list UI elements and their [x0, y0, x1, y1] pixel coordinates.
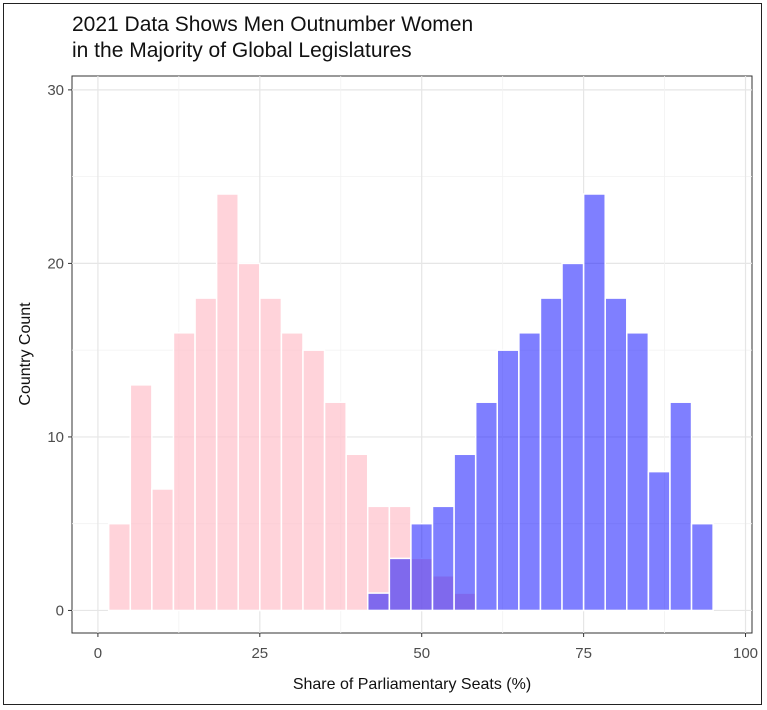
histogram-bar-series-2	[669, 401, 693, 612]
histogram-bar-series-1	[107, 522, 132, 612]
histogram-bar-series-2	[582, 193, 606, 612]
axis-ticks: 0 10 20 30 0 25 50 75 100	[47, 82, 758, 662]
y-tick-label: 30	[47, 82, 64, 99]
histogram-bar-series-2	[388, 557, 412, 612]
y-tick-label: 0	[56, 602, 64, 619]
histogram-bar-series-1	[129, 384, 153, 612]
histogram-bar-series-2	[474, 401, 499, 612]
histogram-bar-series-1	[280, 332, 304, 612]
histogram-bar-series-2	[366, 592, 391, 612]
histogram-bar-series-1	[345, 453, 369, 612]
histogram-bar-series-2	[690, 522, 714, 612]
chart-title-line-2: in the Majority of Global Legislatures	[72, 39, 412, 62]
histogram-bar-series-2	[496, 349, 520, 612]
histogram-bar-series-1	[237, 262, 261, 612]
x-tick-label: 100	[733, 645, 758, 662]
x-tick-label: 75	[575, 645, 592, 662]
y-axis-title: Country Count	[17, 302, 34, 406]
histogram-bar-series-2	[604, 297, 628, 612]
histogram-bar-series-2	[410, 522, 434, 612]
bars	[107, 193, 714, 612]
histogram-bar-series-2	[561, 262, 585, 612]
histogram-bar-series-2	[647, 470, 671, 612]
x-tick-label: 50	[413, 645, 430, 662]
histogram-bar-series-1	[259, 297, 283, 612]
y-tick-label: 10	[47, 429, 64, 446]
x-tick-label: 0	[94, 645, 102, 662]
histogram-bar-series-1	[151, 488, 175, 612]
histogram-bar-series-1	[215, 193, 239, 612]
y-tick-label: 20	[47, 255, 64, 272]
histogram-bar-series-1	[194, 297, 218, 612]
chart-title-line-1: 2021 Data Shows Men Outnumber Women	[72, 13, 474, 36]
histogram-bar-series-1	[302, 349, 326, 612]
histogram-bar-series-1	[172, 332, 196, 612]
histogram-bar-series-2	[431, 505, 455, 612]
histogram-bar-series-2	[539, 297, 563, 612]
histogram-bar-series-2	[518, 332, 542, 612]
x-tick-label: 25	[251, 645, 268, 662]
x-axis-title: Share of Parliamentary Seats (%)	[293, 676, 531, 693]
histogram-bar-series-2	[626, 332, 650, 612]
histogram-bar-series-2	[453, 453, 477, 612]
histogram-bar-series-1	[323, 401, 347, 612]
chart-title: 2021 Data Shows Men Outnumber Women in t…	[72, 12, 672, 64]
